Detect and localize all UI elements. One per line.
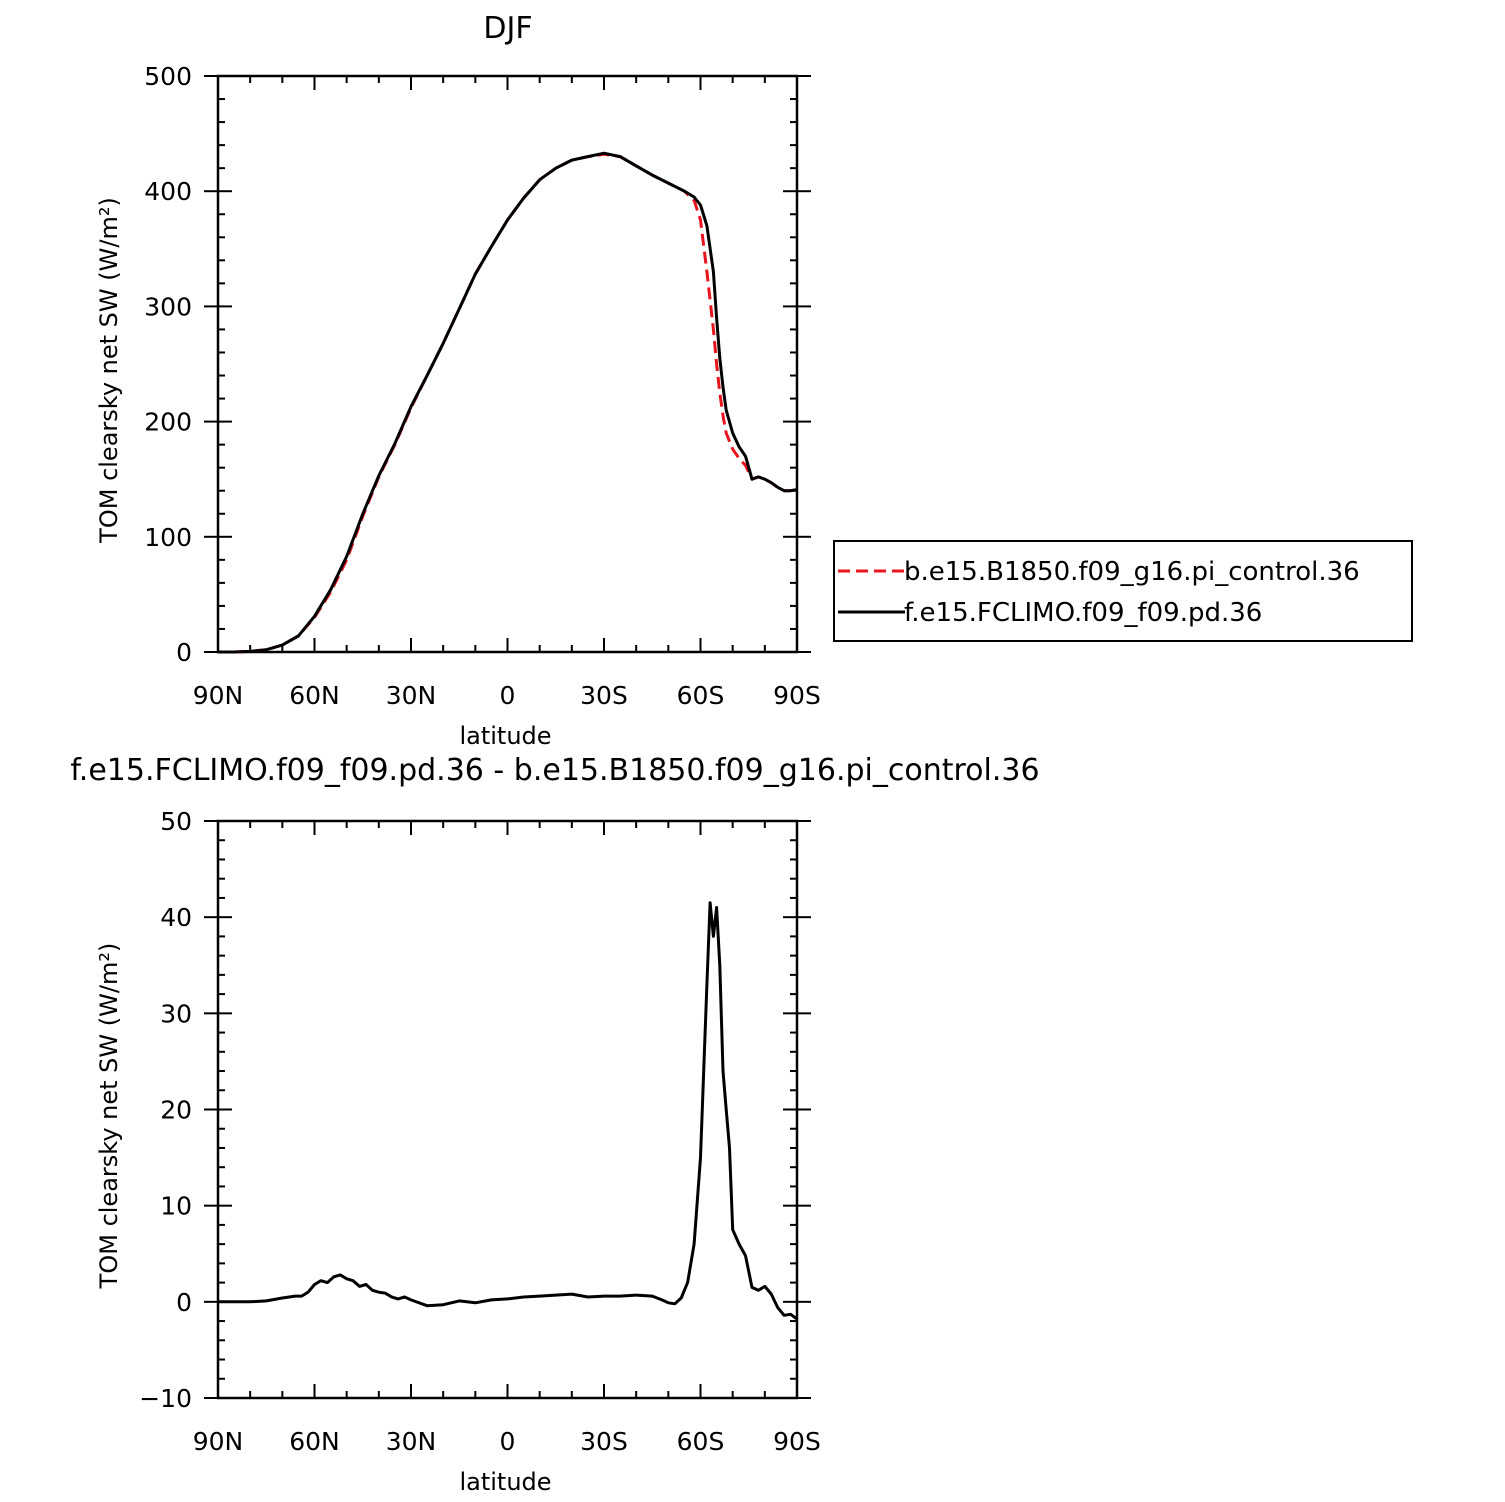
x-axis-label: latitude <box>459 722 551 750</box>
y-tick-label: −10 <box>139 1384 192 1413</box>
x-tick-label: 60S <box>677 1427 725 1456</box>
legend: b.e15.B1850.f09_g16.pi_control.36 f.e15.F… <box>833 540 1413 642</box>
y-tick-label: 10 <box>160 1192 192 1221</box>
panel-1: DJF 90N 60N 30N 0 30S 60S 90S 0 100 200 300 400 500 la… <box>95 11 1413 750</box>
y-axis-label: TOM clearsky net SW (W/m²) <box>95 197 123 544</box>
y-tick-label: 400 <box>144 177 192 206</box>
legend-label-1: b.e15.B1850.f09_g16.pi_control.36 <box>904 557 1360 587</box>
y-tick-label: 500 <box>144 62 192 91</box>
y-tick-label: 0 <box>176 638 192 667</box>
legend-label-2: f.e15.FCLIMO.f09_f09.pd.36 <box>904 598 1262 628</box>
plot-frame <box>216 74 799 654</box>
panel-2: f.e15.FCLIMO.f09_f09.pd.36 - b.e15.B1850… <box>70 753 1039 1496</box>
x-tick-label: 90S <box>773 1427 821 1456</box>
x-tick-label: 90N <box>193 681 244 710</box>
chart-title: DJF <box>483 11 532 46</box>
series-line-2 <box>218 151 798 654</box>
x-tick-label: 90N <box>193 1427 244 1456</box>
x-tick-label: 0 <box>500 1427 516 1456</box>
x-tick-label: 90S <box>773 681 821 710</box>
legend-box <box>833 540 1413 642</box>
y-tick-label: 40 <box>160 903 192 932</box>
y-axis-label: TOM clearsky net SW (W/m²) <box>95 943 123 1290</box>
y-tick-label: 200 <box>144 408 192 437</box>
x-tick-label: 30S <box>580 681 628 710</box>
series-line-1 <box>218 901 798 1321</box>
x-tick-label: 60N <box>289 1427 340 1456</box>
x-tick-label: 60N <box>289 681 340 710</box>
x-tick-label: 30N <box>386 1427 437 1456</box>
x-axis-label: latitude <box>459 1468 551 1496</box>
y-tick-label: 30 <box>160 999 192 1028</box>
series-line-1 <box>218 152 798 654</box>
y-tick-label: 100 <box>144 523 192 552</box>
chart-title: f.e15.FCLIMO.f09_f09.pd.36 - b.e15.B1850… <box>70 753 1039 788</box>
x-tick-label: 30N <box>386 681 437 710</box>
x-tick-label: 30S <box>580 1427 628 1456</box>
y-tick-label: 50 <box>160 807 192 836</box>
y-tick-label: 20 <box>160 1096 192 1125</box>
x-tick-label: 60S <box>677 681 725 710</box>
x-tick-label: 0 <box>500 681 516 710</box>
y-tick-label: 300 <box>144 292 192 321</box>
y-tick-label: 0 <box>176 1288 192 1317</box>
